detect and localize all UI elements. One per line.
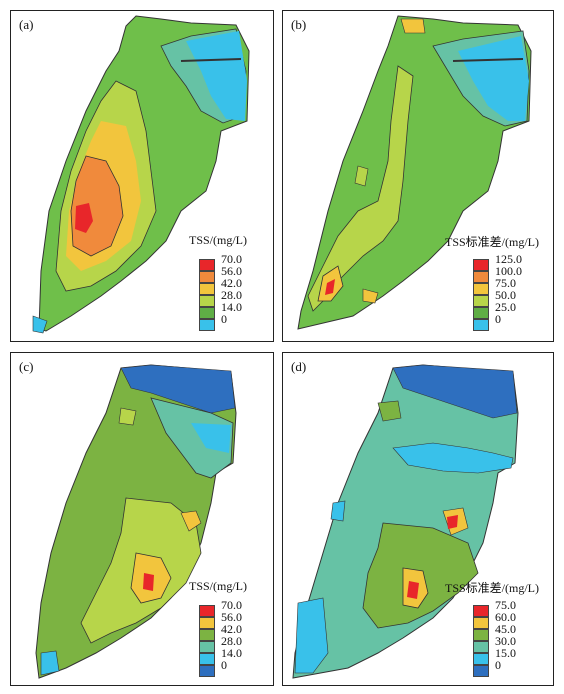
panel-label: (c) [19, 359, 34, 374]
legend-swatch [473, 283, 489, 295]
legend-swatch [199, 665, 215, 677]
legend-swatch [473, 259, 489, 271]
legend-swatch [199, 641, 215, 653]
legend-title: TSS/(mg/L) [189, 233, 248, 247]
legend-swatch [199, 271, 215, 283]
legend-swatch [473, 319, 489, 331]
legend-value: 0 [221, 312, 227, 326]
legend-swatch [199, 653, 215, 665]
panel-d: (d) TSS标准差/(mg/L) 75.0 60.0 45.0 30.0 15… [282, 352, 554, 686]
legend-value: 0 [495, 658, 501, 672]
legend-value: 70.0 [221, 598, 242, 612]
legend-value: 50.0 [495, 288, 516, 302]
legend-swatch [199, 319, 215, 331]
legend-value: 30.0 [495, 634, 516, 648]
legend-swatch [473, 629, 489, 641]
legend-value: 75.0 [495, 598, 516, 612]
legend-swatch [473, 617, 489, 629]
legend-value: 42.0 [221, 276, 242, 290]
legend-value: 45.0 [495, 622, 516, 636]
legend-title: TSS标准差/(mg/L) [445, 581, 540, 595]
legend-swatch [473, 641, 489, 653]
legend-swatch [199, 617, 215, 629]
legend-value: 28.0 [221, 634, 242, 648]
tss-std-map-b [297, 15, 532, 330]
legend-title: TSS/(mg/L) [189, 579, 248, 593]
legend-value: 28.0 [221, 288, 242, 302]
legend-swatch [199, 307, 215, 319]
legend-value: 25.0 [495, 300, 516, 314]
legend-value: 56.0 [221, 610, 242, 624]
panel-label: (a) [19, 17, 34, 32]
legend-value: 0 [221, 658, 227, 672]
legend-value: 14.0 [221, 646, 242, 660]
legend-value: 56.0 [221, 264, 242, 278]
legend-title: TSS标准差/(mg/L) [445, 235, 540, 249]
legend-swatch [473, 605, 489, 617]
panel-label: (d) [291, 359, 307, 374]
legend-value: 0 [495, 312, 501, 326]
legend-value: 14.0 [221, 300, 242, 314]
legend-value: 15.0 [495, 646, 516, 660]
legend-swatch [199, 629, 215, 641]
legend-swatch [199, 259, 215, 271]
panel-a: (a) TSS/(mg/L) 70.0 56.0 42.0 28.0 14.0 … [10, 10, 274, 342]
legend-value: 75.0 [495, 276, 516, 290]
panel-b: (b) TSS标准差/(mg/L) 125.0 100.0 75.0 50.0 … [282, 10, 554, 342]
legend-value: 70.0 [221, 252, 242, 266]
legend-swatch [473, 665, 489, 677]
legend-swatch [473, 295, 489, 307]
legend-swatch [199, 605, 215, 617]
legend-swatch [199, 283, 215, 295]
legend-swatch [473, 271, 489, 283]
legend-swatch [199, 295, 215, 307]
legend-value: 60.0 [495, 610, 516, 624]
panel-label: (b) [291, 17, 307, 32]
legend-swatch [473, 307, 489, 319]
legend-value: 42.0 [221, 622, 242, 636]
legend-swatch [473, 653, 489, 665]
panel-c: (c) TSS/(mg/L) 70.0 56.0 42.0 28.0 14.0 … [10, 352, 274, 686]
tss-map-a [32, 15, 250, 334]
tss-map-c [35, 364, 237, 679]
legend-value: 125.0 [495, 252, 522, 266]
legend-value: 100.0 [495, 264, 522, 278]
tss-std-map-d [292, 364, 519, 679]
